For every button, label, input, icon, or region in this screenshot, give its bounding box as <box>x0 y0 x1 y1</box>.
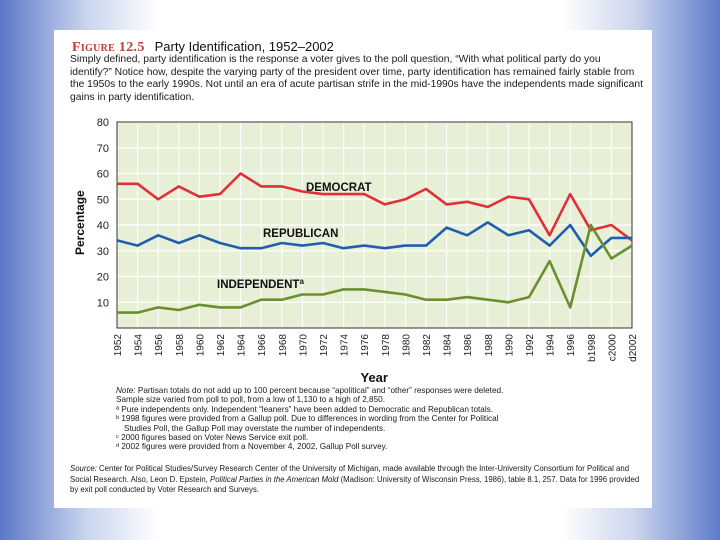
note-line-0: Partisan totals do not add up to 100 per… <box>137 386 504 395</box>
note-line-3: ᵇ 1998 figures were provided from a Gall… <box>116 414 499 424</box>
note-line-1: Sample size varied from poll to poll, fr… <box>116 395 385 405</box>
plot-frame <box>116 121 633 329</box>
y-tick-label: 50 <box>97 194 109 206</box>
series-line-democrat <box>117 172 633 242</box>
x-tick-label: 1954 <box>134 334 145 357</box>
source-book-title: Political Parties in the American Mold <box>210 474 339 484</box>
figure-title: Party Identification, 1952–2002 <box>154 39 334 54</box>
x-tick-label: 1958 <box>175 334 186 357</box>
x-tick-label: c2000 <box>607 334 618 362</box>
x-tick-label: 1996 <box>566 334 577 357</box>
x-tick-label: 1988 <box>484 334 495 357</box>
series-line-republican <box>116 221 632 258</box>
line-chart: 10 20 30 40 50 60 70 80 1952 1954 1956 1958 1960 1962… <box>73 117 639 385</box>
y-tick-label: 70 <box>97 143 109 155</box>
x-tick-label: 1960 <box>195 334 206 357</box>
source-text-a: Center for Political Studies/Survey Rese… <box>70 464 630 484</box>
note-line-2: ª Pure independents only. Independent “l… <box>116 404 494 414</box>
series-line-independent <box>117 223 633 314</box>
x-tick-label: 1966 <box>257 334 268 357</box>
x-tick-label: 1964 <box>237 334 248 357</box>
note-line-5: ᶜ 2000 figures based on Voter News Servi… <box>116 433 309 443</box>
source-citation: Source: Center for Political Studies/Sur… <box>70 464 644 496</box>
y-axis-title: Percentage <box>73 190 87 255</box>
x-tick-label: 1976 <box>360 334 371 357</box>
figure-caption: Simply defined, party identification is … <box>70 54 643 103</box>
y-tick-label: 30 <box>97 246 109 258</box>
x-tick-label: 1956 <box>154 334 165 357</box>
y-tick-label: 60 <box>97 169 109 181</box>
x-tick-label: 1968 <box>278 334 289 357</box>
note-label: Note: <box>116 386 136 395</box>
note-line-4: Studies Poll, the Gallup Poll may overst… <box>124 423 386 433</box>
x-tick-label: 1992 <box>525 334 536 357</box>
series-label-footnote-mark: a <box>299 277 304 286</box>
source-label: Source: <box>70 464 97 473</box>
x-tick-label: 1972 <box>319 334 330 357</box>
x-tick-label: 1984 <box>443 334 454 357</box>
x-tick-label: 1982 <box>422 334 433 357</box>
x-tick-label: 1952 <box>113 334 124 357</box>
x-tick-label: 1970 <box>298 334 309 357</box>
series-label-democrat: DEMOCRAT <box>306 182 372 194</box>
x-tick-label: 1962 <box>216 334 227 357</box>
chart-notes: Note: Partisan totals do not add up to 1… <box>116 386 646 452</box>
note-line-6: ᵈ 2002 figures were provided from a Nove… <box>116 442 388 452</box>
figure-label: Figure 12.5 <box>72 40 145 55</box>
slide-panel: Figure 12.5 Party Identification, 1952–20… <box>54 30 652 508</box>
x-tick-label: 1978 <box>381 334 392 357</box>
x-tick-label: 1990 <box>504 334 515 357</box>
x-tick-label: d2002 <box>628 334 639 362</box>
series-label-republican: REPUBLICAN <box>263 228 338 240</box>
x-tick-label: b1998 <box>587 334 598 362</box>
x-tick-label: 1986 <box>463 334 474 357</box>
x-axis-title: Year <box>361 370 388 385</box>
figure-heading: Figure 12.5 Party Identification, 1952–20… <box>72 38 334 56</box>
x-tick-label: 1980 <box>401 334 412 357</box>
source-text-b: (Madison: University of Wisconsin Press,… <box>70 474 640 495</box>
y-tick-label: 20 <box>97 272 109 284</box>
y-tick-label: 80 <box>97 117 109 129</box>
x-tick-label: 1994 <box>546 334 557 357</box>
y-tick-label: 40 <box>97 220 109 232</box>
y-tick-label: 10 <box>97 297 109 309</box>
x-tick-label: 1974 <box>340 334 351 357</box>
series-label-independent: INDEPENDENTa <box>217 277 304 291</box>
